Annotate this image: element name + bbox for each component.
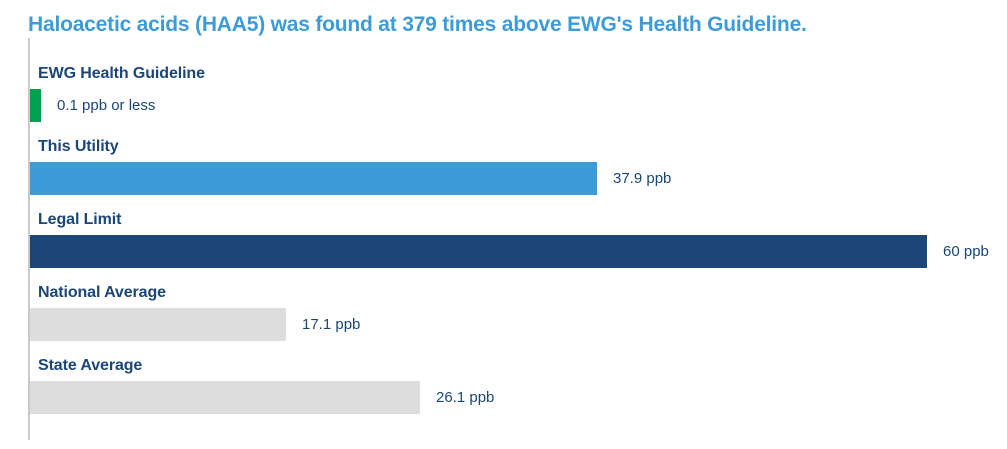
chart-row-ewg-health-guideline: EWG Health Guideline 0.1 ppb or less <box>30 64 1007 122</box>
haa5-chart-page: Haloacetic acids (HAA5) was found at 379… <box>0 12 1007 449</box>
bar-value: 0.1 ppb or less <box>57 97 156 114</box>
bar-row: 37.9 ppb <box>30 162 1007 195</box>
bar-value: 37.9 ppb <box>613 170 672 187</box>
bar-value: 60 ppb <box>943 243 989 260</box>
row-label: Legal Limit <box>38 211 122 228</box>
row-label: This Utility <box>38 138 119 155</box>
chart-title: Haloacetic acids (HAA5) was found at 379… <box>28 13 807 36</box>
chart-row-legal-limit: Legal Limit 60 ppb <box>30 210 1007 268</box>
row-label: State Average <box>38 357 143 374</box>
bar-value: 26.1 ppb <box>436 389 495 406</box>
bar-ewg-health-guideline <box>30 89 41 122</box>
bar-row: 17.1 ppb <box>30 308 1007 341</box>
bar-chart: EWG Health Guideline 0.1 ppb or less Thi… <box>28 38 1007 440</box>
bar-legal-limit <box>30 235 927 268</box>
chart-row-national-average: National Average 17.1 ppb <box>30 283 1007 341</box>
bar-value: 17.1 ppb <box>302 316 361 333</box>
bar-national-average <box>30 308 286 341</box>
bar-state-average <box>30 381 420 414</box>
bar-row: 60 ppb <box>30 235 1007 268</box>
chart-row-this-utility: This Utility 37.9 ppb <box>30 137 1007 195</box>
row-label: EWG Health Guideline <box>38 65 205 82</box>
bar-row: 0.1 ppb or less <box>30 89 1007 122</box>
row-label: National Average <box>38 284 166 301</box>
chart-row-state-average: State Average 26.1 ppb <box>30 356 1007 414</box>
bar-this-utility <box>30 162 597 195</box>
bar-row: 26.1 ppb <box>30 381 1007 414</box>
